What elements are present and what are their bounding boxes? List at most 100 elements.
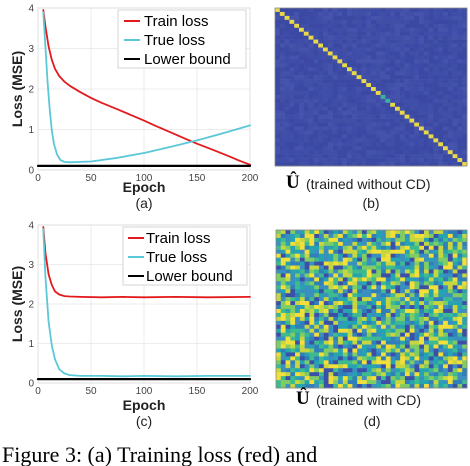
chart-c-legend-train: Train loss [146, 230, 210, 247]
heatmap-b-cell [318, 130, 324, 135]
chart-a-ytick-label: 3 [28, 44, 34, 55]
heatmap-d-cell [462, 344, 468, 349]
heatmap-d-cell [276, 230, 282, 235]
heatmap-b-cell [380, 142, 386, 147]
heatmap-d-cell [347, 269, 353, 274]
heatmap-d-cell [338, 376, 344, 381]
heatmap-b-cell [438, 162, 444, 167]
heatmap-b-cell [443, 35, 449, 40]
heatmap-d-cell [299, 372, 305, 377]
heatmap-d-cell [323, 384, 329, 389]
heatmap-d-title: (trained with CD) [316, 392, 421, 408]
heatmap-b-cell [337, 138, 343, 143]
heatmap-b-cell [356, 35, 362, 40]
heatmap-b-cell [390, 55, 396, 60]
heatmap-d-cell [333, 269, 339, 274]
heatmap-b-cell [447, 110, 453, 115]
heatmap-b-cell [414, 67, 420, 72]
heatmap-b-cell [404, 134, 410, 139]
heatmap-d-cell [419, 257, 425, 262]
heatmap-d-cell [395, 249, 401, 254]
heatmap-b-cell [294, 23, 300, 29]
heatmap-d-cell [390, 324, 396, 330]
heatmap-b-cell [375, 39, 381, 44]
heatmap-b-cell [275, 31, 281, 36]
heatmap-d-cell [361, 376, 368, 381]
heatmap-b-cell [375, 130, 381, 135]
heatmap-b-cell [385, 75, 391, 80]
heatmap-d-cell [295, 340, 301, 345]
heatmap-d-cell [276, 241, 282, 247]
heatmap-b-cell [356, 98, 362, 104]
heatmap-d-cell [462, 336, 468, 341]
heatmap-d-cell [304, 301, 310, 306]
heatmap-b-cell [275, 63, 281, 68]
heatmap-d-cell [385, 233, 391, 239]
heatmap-b-cell [318, 126, 324, 131]
heatmap-b-cell [399, 15, 405, 21]
heatmap-d-cell [428, 320, 434, 326]
heatmap-d-cell [395, 324, 401, 330]
heatmap-b-cell [447, 146, 453, 151]
heatmap-b-cell [419, 71, 425, 76]
heatmap-d-cell [366, 336, 372, 341]
heatmap-b-cell [371, 98, 377, 104]
heatmap-b-cell [284, 162, 290, 167]
chart-c-ylabel: Loss (MSE) [9, 266, 25, 342]
heatmap-b-cell [438, 126, 444, 131]
heatmap-b-cell [452, 94, 458, 100]
heatmap-d-cell [404, 230, 411, 235]
heatmap-b-cell [462, 87, 468, 92]
heatmap-d-cell [347, 344, 353, 349]
heatmap-b-cell [452, 106, 458, 111]
heatmap-b-cell [279, 154, 285, 159]
heatmap-b-cell [428, 138, 434, 143]
heatmap-d-cell [414, 316, 420, 322]
heatmap-d-cell [428, 245, 434, 251]
chart-c-series-train-loss [42, 226, 251, 299]
heatmap-d-cell [338, 293, 344, 298]
heatmap-d-cell [414, 368, 420, 373]
heatmap-d-cell [457, 273, 463, 278]
heatmap-d-cell [276, 249, 282, 254]
heatmap-b-cell [323, 142, 329, 147]
heatmap-b-cell [294, 39, 300, 44]
heatmap-b-cell [284, 31, 290, 36]
heatmap-b-cell [452, 35, 458, 40]
heatmap-b-cell [414, 35, 420, 40]
heatmap-d-cell [428, 265, 434, 270]
heatmap-b-cell [457, 11, 463, 17]
heatmap-d-cell [323, 261, 329, 266]
heatmap-b-cell [385, 43, 391, 48]
heatmap-b-cell [380, 146, 386, 151]
heatmap-b-cell [366, 146, 372, 151]
heatmap-d-cell [390, 265, 396, 270]
heatmap-b-cell [289, 130, 295, 135]
heatmap-b-cell [395, 118, 401, 123]
heatmap-b-cell [279, 118, 285, 123]
heatmap-d-cell [419, 281, 425, 286]
heatmap-b-cell [361, 102, 367, 108]
heatmap-b-cell [399, 59, 405, 64]
heatmap-b-cell [390, 150, 396, 155]
heatmap-b-cell [294, 47, 300, 52]
heatmap-b-cell [289, 55, 295, 60]
heatmap-b-cell [361, 118, 367, 123]
heatmap-d-cell [352, 277, 358, 282]
heatmap-d-cell [280, 237, 286, 243]
heatmap-d-cell [419, 233, 425, 239]
heatmap-d-cell [381, 293, 387, 298]
heatmap-b-cell [404, 90, 410, 96]
heatmap-d-cell [290, 285, 296, 290]
heatmap-b-cell [462, 150, 468, 155]
heatmap-d-cell [447, 364, 453, 369]
heatmap-d-cell [433, 324, 439, 330]
heatmap-b-cell [294, 146, 300, 151]
heatmap-d-cell [381, 297, 387, 302]
heatmap-d-cell [357, 312, 363, 318]
heatmap-b-cell [390, 83, 396, 88]
heatmap-b-cell [443, 158, 449, 163]
heatmap-d-cell [342, 360, 348, 365]
heatmap-d-cell [447, 245, 453, 251]
heatmap-d-cell [333, 384, 339, 389]
